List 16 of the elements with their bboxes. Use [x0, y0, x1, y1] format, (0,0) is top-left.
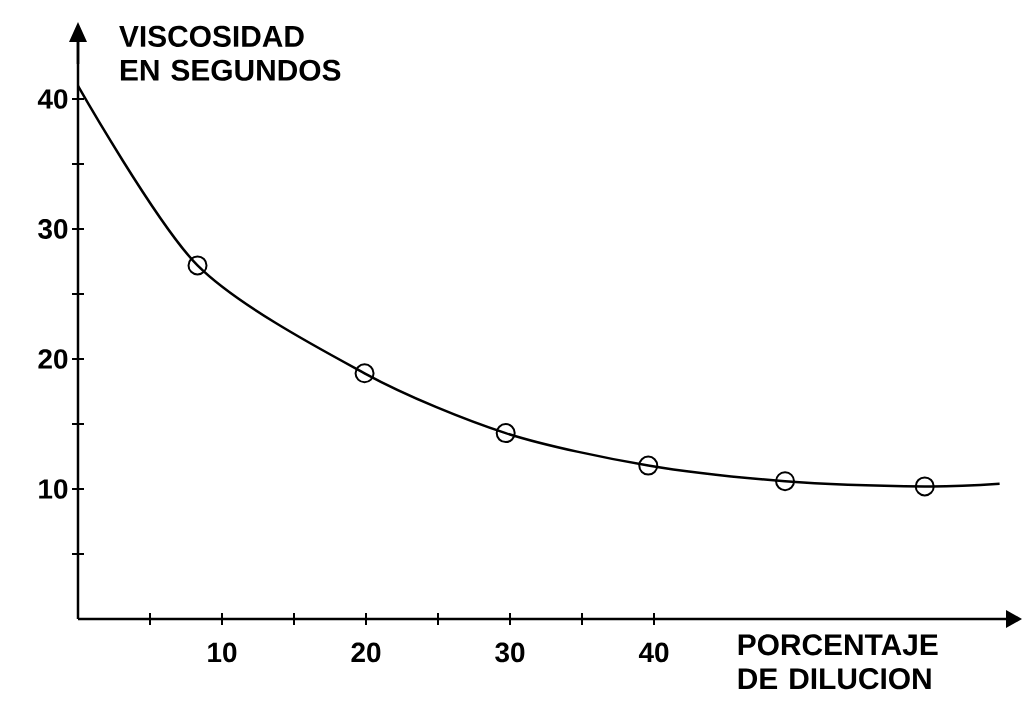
y-tick-label: 10	[39, 479, 68, 499]
point	[775, 471, 796, 492]
point	[914, 476, 935, 497]
point	[354, 363, 375, 384]
x-axis-title: PORCENTAJE DE DILUCION	[738, 634, 938, 690]
point	[495, 423, 516, 444]
y-tick-label: 40	[37, 89, 68, 109]
y-tick-label: 30	[38, 219, 68, 239]
x-tick-label: 20	[351, 642, 381, 663]
point	[187, 255, 208, 276]
y-tick-label: 20	[38, 349, 68, 369]
x-tick-label: 30	[495, 642, 525, 663]
y-axis-title: VISCOSIDAD EN SEGUNDOS	[119, 25, 341, 81]
x-tick-label: 40	[638, 642, 669, 663]
point	[638, 455, 659, 476]
x-tick-label: 10	[208, 642, 237, 663]
